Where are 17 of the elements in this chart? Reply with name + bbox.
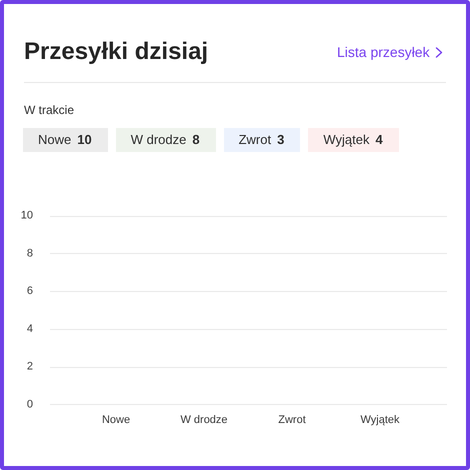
y-tick-label: 10: [20, 210, 33, 222]
x-tick-label: Zwrot: [278, 414, 306, 426]
status-badge: W drodze 8: [116, 128, 216, 152]
chart-title: Przesyłki dzisiaj: [24, 37, 208, 67]
x-tick-label: W drodze: [180, 414, 228, 426]
x-tick-label: Wyjątek: [360, 414, 400, 426]
status-badge: Wyjątek 4: [308, 128, 399, 152]
status-badge: Zwrot 3: [224, 128, 300, 152]
y-tick-label: 0: [26, 398, 33, 410]
text: W trakcie: [24, 103, 74, 117]
y-tick-label: 8: [26, 247, 33, 260]
text: Lista przesyłek: [337, 44, 430, 61]
y-tick-label: 2: [26, 360, 33, 373]
y-tick-label: 4: [26, 322, 33, 335]
y-tick-label: 6: [26, 285, 33, 298]
x-tick-label: Nowe: [102, 414, 130, 426]
status-badge: Nowe 10: [23, 128, 108, 152]
